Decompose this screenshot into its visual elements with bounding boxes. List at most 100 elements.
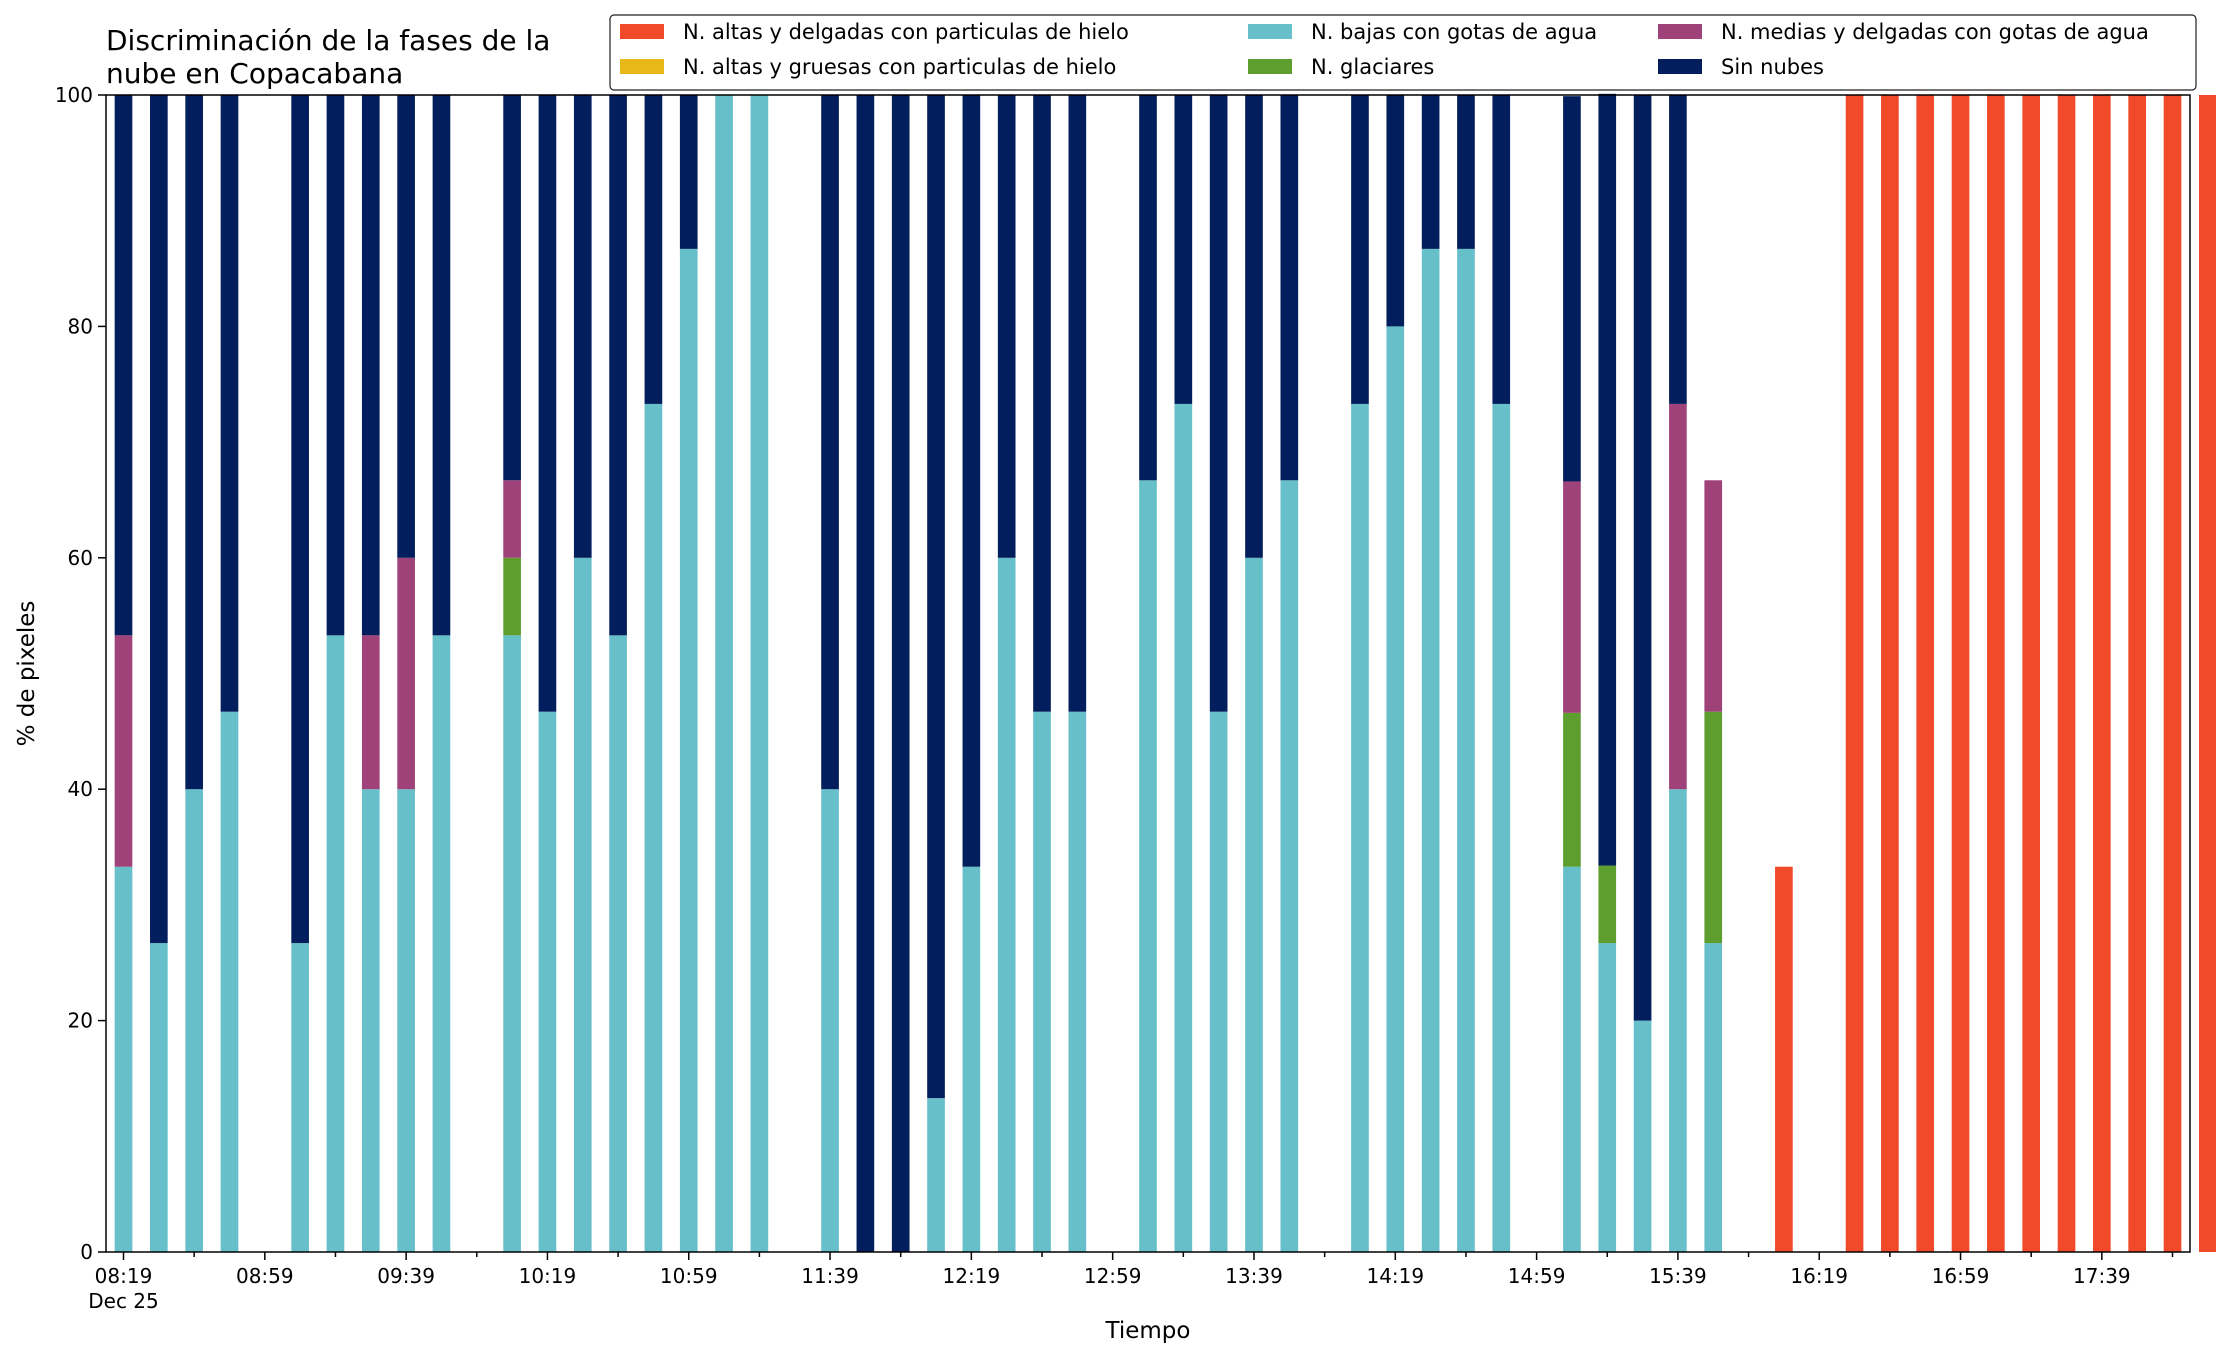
bar-segment-2-13: [573, 557, 592, 1252]
bar-segment-4-44: [1669, 403, 1687, 790]
bar-segment-5-14: [609, 95, 627, 636]
bar-segment-2-35: [1351, 403, 1369, 1252]
bar-segment-5-29: [1139, 95, 1157, 481]
bar-segment-2-2: [185, 789, 203, 1252]
bar-segment-2-45: [1704, 943, 1723, 1252]
bar-segment-2-3: [220, 711, 239, 1252]
bar-segment-5-11: [503, 95, 521, 481]
bar-segment-5-30: [1174, 95, 1193, 404]
x-axis: Dec 25 08:19 08:59 09:39 10:19 10:59 11:39 12:…: [88, 1252, 2174, 1313]
bar-segment-5-36: [1386, 95, 1405, 327]
bar-segment-2-30: [1174, 403, 1193, 1252]
legend-swatch-2: [1248, 24, 1292, 39]
bar-segment-2-23: [927, 1098, 945, 1252]
bar-segment-5-37: [1421, 95, 1440, 249]
bar-segment-5-1: [150, 95, 168, 944]
bar-segment-0-54: [2022, 95, 2041, 1252]
legend-label-5: Sin nubes: [1721, 55, 1824, 79]
bar-segment-2-18: [750, 95, 769, 1252]
bar-segment-2-0: [114, 866, 133, 1252]
bar-segment-5-3: [220, 95, 239, 712]
bar-segment-2-16: [679, 248, 698, 1252]
bar-segment-2-42: [1598, 943, 1617, 1252]
bar-segment-2-39: [1492, 403, 1511, 1252]
x-tick-label: 14:19: [1366, 1264, 1424, 1288]
chart-title-line-2: nube en Copacabana: [106, 57, 403, 90]
bar-segment-2-31: [1209, 711, 1228, 1252]
bar-segment-3-41: [1563, 712, 1581, 867]
x-date-label: Dec 25: [88, 1289, 159, 1313]
bar-segment-0-51: [1916, 95, 1935, 1252]
legend-label-3: N. glaciares: [1311, 55, 1434, 79]
bar-segment-5-39: [1492, 95, 1511, 404]
chart-title-line-1: Discriminación de la fases de la: [106, 24, 550, 57]
x-tick-label: 09:39: [377, 1264, 435, 1288]
x-tick-label: 12:19: [943, 1264, 1001, 1288]
bar-segment-5-42: [1598, 93, 1617, 866]
bar-segment-2-32: [1245, 557, 1263, 1252]
bar-segment-4-41: [1563, 481, 1581, 713]
bar-segment-5-22: [891, 95, 910, 1252]
bar-segment-5-23: [927, 95, 945, 1099]
bar-segment-5-35: [1351, 95, 1369, 404]
bar-segment-2-8: [397, 789, 415, 1252]
legend: N. altas y delgadas con particulas de hi…: [609, 14, 2197, 91]
legend-swatch-0: [620, 24, 664, 39]
bar-segment-5-26: [1033, 95, 1051, 712]
bar-segment-5-32: [1245, 95, 1263, 558]
legend-swatch-4: [1658, 24, 1702, 39]
bar-segment-0-58: [2163, 95, 2182, 1252]
bar-segment-2-25: [997, 557, 1016, 1252]
bar-segment-5-38: [1457, 95, 1475, 249]
bar-segment-5-9: [432, 95, 451, 636]
bar-segment-2-14: [609, 635, 627, 1252]
bar-segment-2-38: [1457, 248, 1475, 1252]
bar-segment-5-25: [997, 95, 1016, 558]
bar-segment-5-15: [644, 95, 663, 404]
bar-segment-2-1: [150, 943, 168, 1252]
bar-segment-5-27: [1068, 95, 1087, 712]
y-tick-label: 80: [68, 314, 93, 338]
bar-segment-3-45: [1704, 711, 1723, 944]
x-tick-label: 17:39: [2073, 1264, 2131, 1288]
bar-segment-5-2: [185, 95, 203, 790]
x-tick-label: 14:59: [1508, 1264, 1566, 1288]
legend-label-1: N. altas y gruesas con particulas de hie…: [683, 55, 1116, 79]
bar-segment-5-44: [1669, 95, 1687, 404]
legend-box: [609, 14, 2197, 91]
bar-segment-0-56: [2093, 95, 2111, 1252]
bar-segment-2-17: [715, 95, 733, 1252]
bar-segment-2-7: [361, 789, 380, 1252]
x-tick-label: 10:59: [660, 1264, 718, 1288]
x-tick-label: 11:39: [801, 1264, 859, 1288]
bar-segment-0-49: [1845, 95, 1864, 1252]
bar-segment-0-52: [1951, 95, 1970, 1252]
bar-segment-0-53: [1987, 95, 2005, 1252]
y-tick-label: 40: [68, 777, 93, 801]
y-tick-label: 100: [55, 83, 93, 107]
x-tick-label: 16:19: [1790, 1264, 1848, 1288]
x-axis-label: Tiempo: [1105, 1318, 1191, 1344]
bar-segment-4-8: [397, 557, 415, 790]
bar-segment-2-9: [432, 635, 451, 1252]
y-axis-label: % de pixeles: [14, 601, 40, 747]
bar-segment-0-47: [1775, 866, 1793, 1252]
bar-segment-2-24: [962, 866, 981, 1252]
bar-segment-0-59: [2199, 95, 2216, 1252]
bar-segment-2-43: [1633, 1020, 1652, 1252]
y-tick-label: 0: [80, 1240, 93, 1264]
bar-segment-3-42: [1598, 865, 1617, 944]
legend-swatch-1: [620, 59, 664, 74]
bar-segment-5-21: [856, 95, 875, 1252]
bar-segment-0-50: [1881, 95, 1899, 1252]
bar-segment-2-29: [1139, 480, 1157, 1252]
legend-label-2: N. bajas con gotas de agua: [1311, 20, 1597, 44]
bar-segment-4-0: [114, 635, 133, 867]
bar-segment-5-24: [962, 95, 981, 867]
bar-segment-5-7: [361, 95, 380, 636]
legend-swatch-5: [1658, 59, 1702, 74]
x-tick-label: 12:59: [1084, 1264, 1142, 1288]
bar-segment-5-0: [114, 95, 133, 636]
legend-label-0: N. altas y delgadas con particulas de hi…: [683, 20, 1129, 44]
